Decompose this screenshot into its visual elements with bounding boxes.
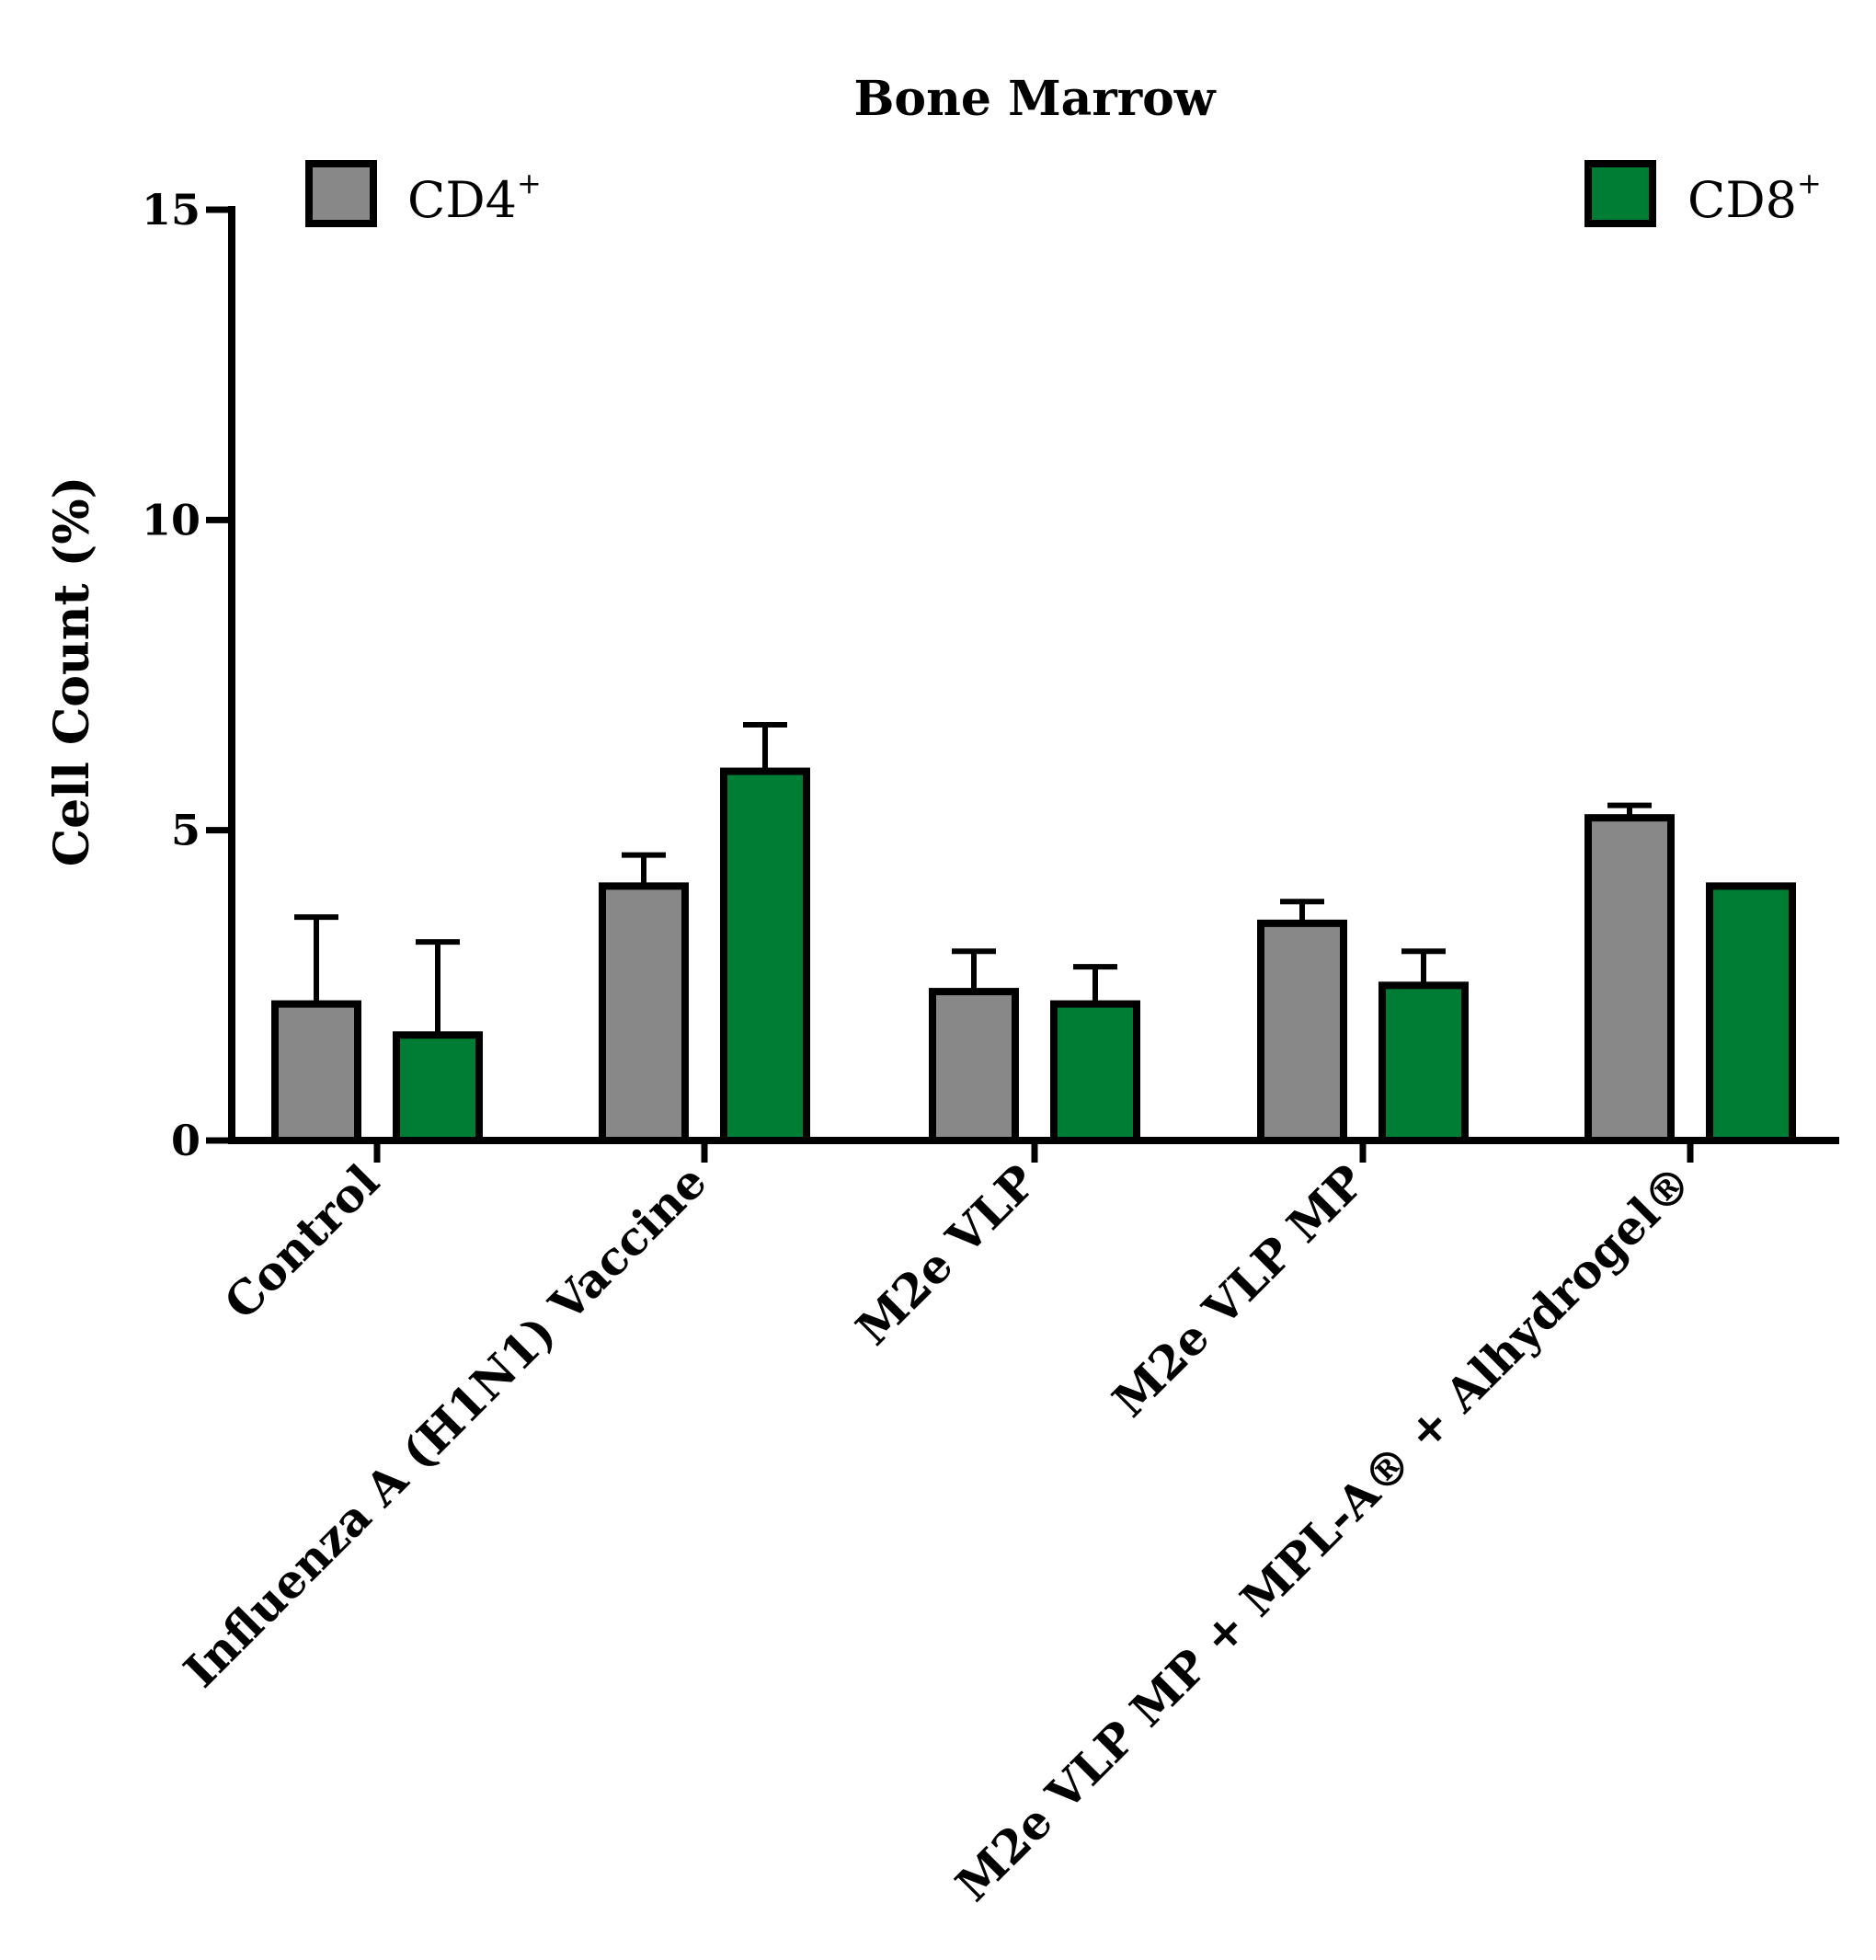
legend-label-cd4: CD4+ [407,166,542,229]
category-label-2: M2e VLP [845,1154,1047,1356]
legend-swatch-cd8 [1584,160,1656,227]
y-axis-label: Cell Count (%) [44,476,100,867]
bar-cd4-3 [1257,919,1347,1144]
chart-title: Bone Marrow [853,71,1216,127]
bar-cd8-3 [1378,981,1469,1145]
axes: 0 5 10 15 [142,185,1839,1165]
category-label-3: M2e VLP MP [1102,1154,1375,1427]
y-tick-label: 5 [171,806,200,855]
bar-cd8-0 [393,1031,483,1144]
bars [271,721,1796,1145]
bar-cd4-1 [599,882,689,1144]
legend: CD4+ CD8+ [305,160,1822,229]
y-tick-label: 10 [142,495,200,544]
legend-label-cd8: CD8+ [1687,166,1822,229]
legend-swatch-cd4 [305,160,377,227]
bar-cd4-0 [271,1000,361,1145]
bar-cd8-2 [1050,1000,1140,1145]
y-tick-label: 0 [171,1116,200,1165]
category-label-4: M2e VLP MP + MPL-A® + Alhydrogel® [945,1154,1703,1912]
bar-cd4-2 [929,988,1019,1144]
bar-cd8-1 [720,767,810,1144]
y-tick-label: 15 [142,185,200,235]
category-label-0: Control [213,1154,389,1330]
bar-cd8-4 [1706,882,1796,1144]
category-label-1: Influenza A (H1N1) Vaccine [173,1154,716,1698]
bar-cd4-4 [1584,814,1675,1144]
